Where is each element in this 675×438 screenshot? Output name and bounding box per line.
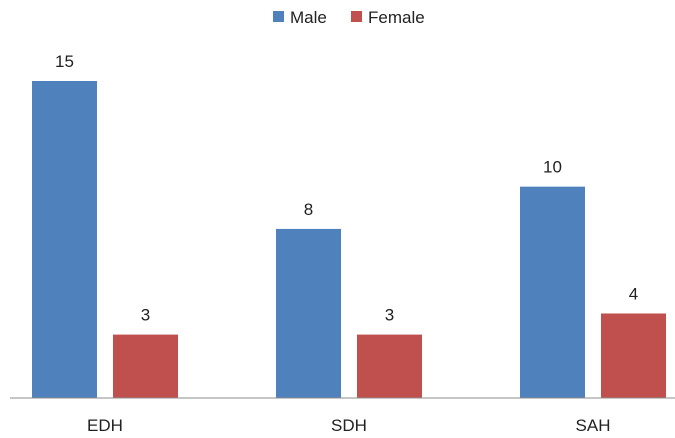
legend-label-female: Female — [368, 8, 425, 27]
data-label-male-sdh: 8 — [304, 200, 313, 219]
bar-female-sdh — [357, 335, 422, 398]
legend-swatch-female — [351, 11, 362, 22]
category-labels-group: EDH SDH SAH — [87, 416, 610, 435]
data-label-male-sah: 10 — [543, 158, 562, 177]
bar-male-sdh — [276, 229, 341, 398]
data-label-female-sdh: 3 — [385, 306, 394, 325]
category-label-sah: SAH — [576, 416, 611, 435]
category-label-edh: EDH — [87, 416, 123, 435]
data-label-female-edh: 3 — [141, 306, 150, 325]
bar-male-sah — [520, 187, 585, 398]
legend-swatch-male — [273, 11, 284, 22]
category-label-sdh: SDH — [331, 416, 367, 435]
data-label-male-edh: 15 — [55, 52, 74, 71]
bar-female-edh — [113, 335, 178, 398]
bars-group — [32, 81, 666, 398]
legend-label-male: Male — [290, 8, 327, 27]
bar-female-sah — [601, 313, 666, 398]
data-label-female-sah: 4 — [629, 284, 638, 303]
bar-male-edh — [32, 81, 97, 398]
legend: Male Female — [273, 8, 425, 27]
